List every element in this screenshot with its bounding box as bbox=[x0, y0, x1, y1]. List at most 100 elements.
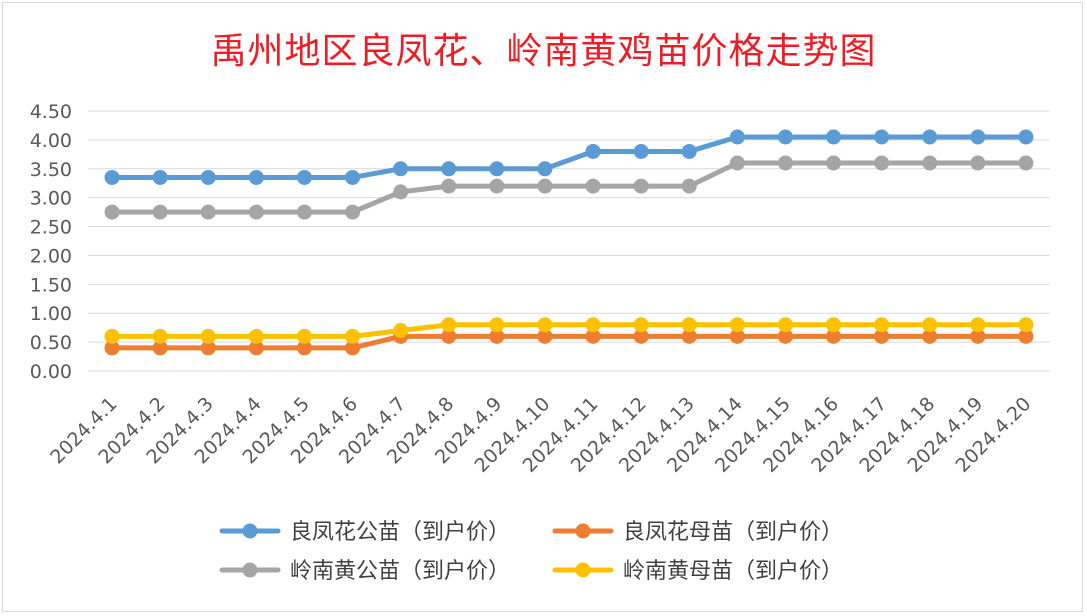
data-point bbox=[441, 317, 457, 333]
legend-swatch-marker bbox=[242, 523, 258, 539]
y-tick-label: 4.50 bbox=[30, 101, 72, 123]
data-point bbox=[248, 204, 264, 220]
data-point bbox=[585, 178, 601, 194]
data-point bbox=[248, 169, 264, 185]
legend-label: 岭南黄母苗（到户价） bbox=[623, 559, 843, 584]
data-point bbox=[200, 204, 216, 220]
data-point bbox=[1018, 328, 1034, 344]
data-point bbox=[970, 155, 986, 171]
data-point bbox=[104, 169, 120, 185]
data-point bbox=[441, 328, 457, 344]
series-lines bbox=[104, 129, 1034, 356]
data-point bbox=[777, 129, 793, 145]
data-point bbox=[585, 143, 601, 159]
data-point bbox=[489, 178, 505, 194]
data-point bbox=[1018, 129, 1034, 145]
data-point bbox=[152, 328, 168, 344]
data-point bbox=[393, 184, 409, 200]
data-point bbox=[777, 317, 793, 333]
data-point bbox=[537, 328, 553, 344]
data-point bbox=[922, 155, 938, 171]
data-point bbox=[681, 178, 697, 194]
data-point bbox=[200, 340, 216, 356]
gridlines bbox=[88, 110, 1050, 372]
data-point bbox=[681, 143, 697, 159]
data-point bbox=[248, 328, 264, 344]
data-point bbox=[874, 317, 890, 333]
data-point bbox=[970, 328, 986, 344]
data-point bbox=[152, 340, 168, 356]
y-axis-ticks: 0.00 0.50 1.00 1.50 2.00 2.50 3.00 3.50 4.00 4.50 bbox=[30, 101, 72, 383]
data-point bbox=[681, 317, 697, 333]
data-point bbox=[393, 323, 409, 339]
data-point bbox=[922, 328, 938, 344]
legend: 良凤花公苗（到户价） 良凤花母苗（到户价） 岭南黄公苗（到户价） 岭南黄母苗（到户价） bbox=[219, 520, 843, 584]
y-tick-label: 0.00 bbox=[30, 361, 72, 383]
data-point bbox=[296, 169, 312, 185]
data-point bbox=[874, 328, 890, 344]
data-point bbox=[152, 169, 168, 185]
data-point bbox=[922, 317, 938, 333]
y-tick-label: 2.00 bbox=[30, 245, 72, 267]
y-tick-label: 2.50 bbox=[30, 217, 72, 239]
x-axis-ticks: 2024.4.12024.4.22024.4.32024.4.42024.4.5… bbox=[46, 393, 1035, 477]
data-point bbox=[729, 155, 745, 171]
data-point bbox=[296, 340, 312, 356]
chart-title: 禹州地区良凤花、岭南黄鸡苗价格走势图 bbox=[210, 31, 877, 72]
y-tick-label: 1.00 bbox=[30, 303, 72, 325]
data-point bbox=[585, 328, 601, 344]
legend-label: 良凤花公苗（到户价） bbox=[290, 520, 510, 545]
data-point bbox=[633, 178, 649, 194]
data-point bbox=[489, 328, 505, 344]
data-point bbox=[1018, 155, 1034, 171]
data-point bbox=[296, 204, 312, 220]
legend-label: 岭南黄公苗（到户价） bbox=[290, 559, 510, 584]
y-tick-label: 3.00 bbox=[30, 188, 72, 210]
series-line bbox=[109, 134, 1029, 180]
data-point bbox=[296, 328, 312, 344]
y-tick-label: 0.50 bbox=[30, 332, 72, 354]
y-tick-label: 3.50 bbox=[30, 159, 72, 181]
data-point bbox=[681, 328, 697, 344]
data-point bbox=[970, 317, 986, 333]
data-point bbox=[585, 317, 601, 333]
data-point bbox=[729, 328, 745, 344]
data-point bbox=[729, 317, 745, 333]
data-point bbox=[104, 328, 120, 344]
data-point bbox=[633, 143, 649, 159]
data-point bbox=[922, 129, 938, 145]
data-point bbox=[633, 328, 649, 344]
data-point bbox=[104, 340, 120, 356]
data-point bbox=[248, 340, 264, 356]
legend-swatch-marker bbox=[242, 562, 258, 578]
series-line bbox=[109, 333, 1029, 351]
data-point bbox=[441, 161, 457, 177]
data-point bbox=[345, 169, 361, 185]
data-point bbox=[441, 178, 457, 194]
data-point bbox=[1018, 317, 1034, 333]
data-point bbox=[970, 129, 986, 145]
data-point bbox=[200, 169, 216, 185]
data-point bbox=[489, 161, 505, 177]
series-line bbox=[109, 322, 1029, 339]
data-point bbox=[633, 317, 649, 333]
data-point bbox=[152, 204, 168, 220]
series-line bbox=[109, 160, 1029, 215]
data-point bbox=[200, 328, 216, 344]
data-point bbox=[393, 161, 409, 177]
data-point bbox=[104, 204, 120, 220]
data-point bbox=[345, 204, 361, 220]
data-point bbox=[345, 328, 361, 344]
legend-swatch-marker bbox=[575, 562, 591, 578]
data-point bbox=[537, 317, 553, 333]
data-point bbox=[729, 129, 745, 145]
data-point bbox=[537, 161, 553, 177]
legend-swatch-marker bbox=[575, 523, 591, 539]
data-point bbox=[826, 129, 842, 145]
data-point bbox=[345, 340, 361, 356]
data-point bbox=[826, 317, 842, 333]
data-point bbox=[777, 155, 793, 171]
y-tick-label: 4.00 bbox=[30, 130, 72, 152]
